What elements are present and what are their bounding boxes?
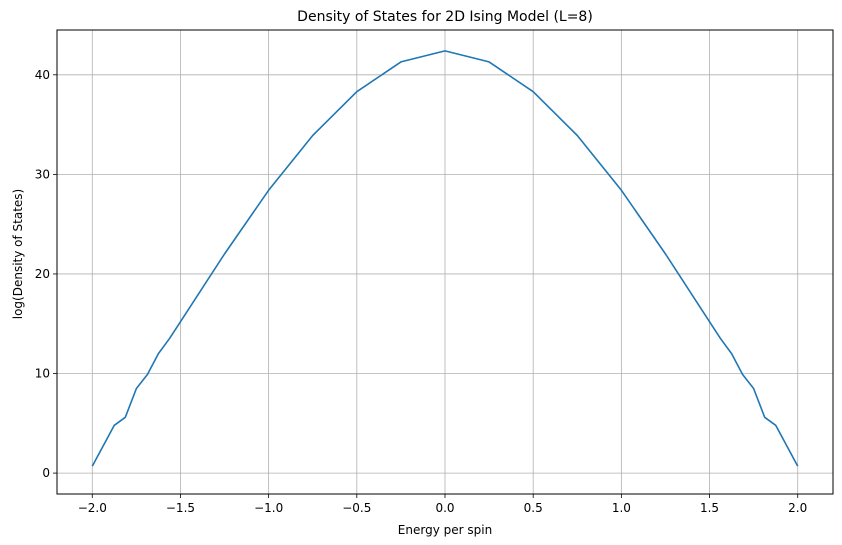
x-tick-label: 1.5 (700, 501, 719, 515)
y-axis: 0 10 20 30 40 (35, 68, 57, 480)
series-group (91, 50, 799, 467)
grid (57, 30, 833, 494)
x-tick-label: 1.0 (612, 501, 631, 515)
x-tick-label: 2.0 (788, 501, 807, 515)
x-axis-label: Energy per spin (398, 523, 492, 537)
y-tick-label: 10 (35, 367, 50, 381)
x-tick-label: −2.0 (78, 501, 107, 515)
y-tick-label: 0 (42, 466, 50, 480)
x-tick-label: −0.5 (342, 501, 371, 515)
y-tick-label: 40 (35, 68, 50, 82)
y-axis-label: log(Density of States) (11, 189, 25, 320)
x-tick-label: −1.0 (254, 501, 283, 515)
series-line (91, 50, 799, 467)
x-tick-label: −1.5 (166, 501, 195, 515)
y-tick-label: 20 (35, 267, 50, 281)
y-tick-label: 30 (35, 167, 50, 181)
x-axis: −2.0 −1.5 −1.0 −0.5 0.0 0.5 1.0 1.5 2.0 (78, 494, 807, 515)
chart-title: Density of States for 2D Ising Model (L=… (297, 9, 593, 25)
x-tick-label: 0.5 (524, 501, 543, 515)
x-tick-label: 0.0 (435, 501, 454, 515)
